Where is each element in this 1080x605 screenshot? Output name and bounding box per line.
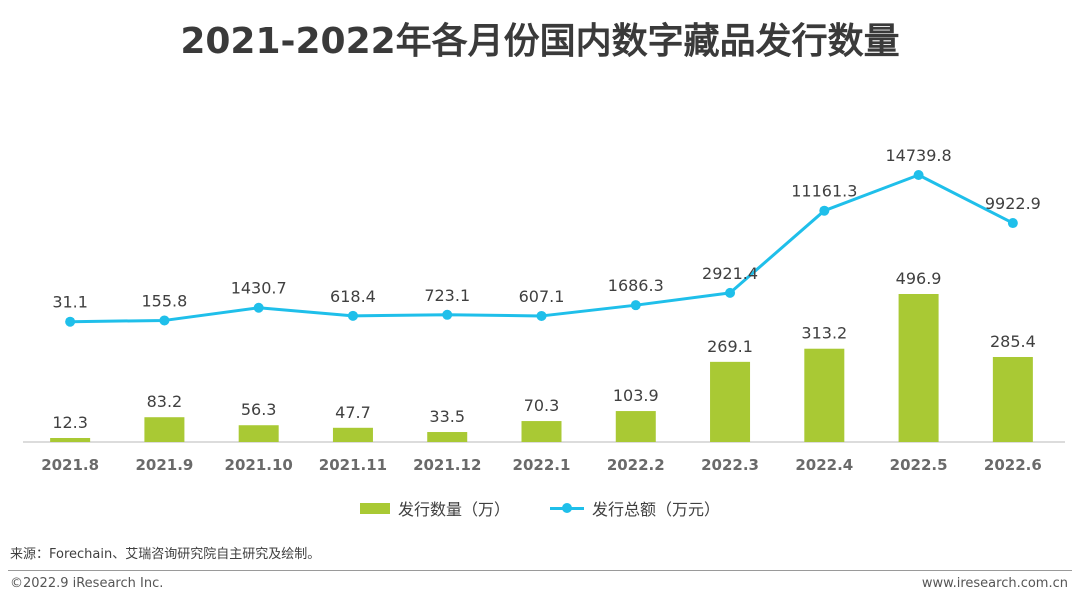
combo-chart: 12.3 2021.8 83.2 2021.9 56.3 2021.10 47.7 2021.…	[23, 146, 1065, 474]
bar-value-label: 47.7	[335, 403, 371, 422]
line-point	[913, 170, 924, 180]
line-value-label: 14739.8	[886, 146, 952, 165]
line-point	[536, 310, 547, 321]
bar-value-label: 12.3	[52, 413, 88, 432]
line-point	[630, 300, 641, 311]
x-tick-label: 2022.1	[513, 456, 571, 474]
line-swatch-icon	[550, 502, 584, 514]
bar	[898, 294, 939, 442]
source-note: 来源：Forechain、艾瑞咨询研究院自主研究及绘制。	[10, 547, 321, 562]
bar-value-label: 285.4	[990, 332, 1036, 351]
chart-title: 2021-2022年各月份国内数字藏品发行数量	[180, 21, 900, 62]
bar	[238, 425, 279, 442]
line-point	[253, 302, 264, 313]
line-value-label: 9922.9	[985, 194, 1041, 213]
bar	[804, 348, 845, 442]
bar	[615, 411, 656, 442]
x-tick-label: 2021.10	[225, 456, 293, 474]
legend-bar-label: 发行数量（万）	[397, 500, 510, 519]
copyright: ©2022.9 iResearch Inc.	[10, 576, 164, 591]
x-tick-label: 2022.2	[607, 456, 665, 474]
line-point	[819, 205, 830, 216]
line-value-label: 2921.4	[702, 264, 758, 283]
bar-value-label: 496.9	[896, 269, 942, 288]
bar	[332, 427, 373, 442]
line-value-label: 11161.3	[791, 182, 857, 201]
x-tick-label: 2022.4	[795, 456, 853, 474]
bar	[710, 361, 751, 442]
x-tick-label: 2022.3	[701, 456, 759, 474]
legend: 发行数量（万） 发行总额（万元）	[0, 496, 1080, 520]
x-tick-label: 2021.11	[319, 456, 387, 474]
legend-item-line: 发行总额（万元）	[550, 496, 720, 520]
x-tick-label: 2022.5	[890, 456, 948, 474]
line-point	[1007, 218, 1018, 229]
x-tick-label: 2021.8	[41, 456, 99, 474]
line-point	[725, 287, 736, 298]
bar	[992, 356, 1033, 442]
line-value-label: 607.1	[519, 287, 565, 306]
x-tick-label: 2021.12	[413, 456, 481, 474]
line-point	[159, 315, 170, 326]
line-point	[442, 309, 453, 320]
line-value-label: 618.4	[330, 287, 376, 306]
bar	[144, 417, 185, 442]
bar	[50, 438, 91, 442]
legend-line-label: 发行总额（万元）	[592, 500, 721, 519]
website-url: www.iresearch.com.cn	[921, 576, 1068, 591]
bar-value-label: 103.9	[613, 386, 659, 405]
line-value-label: 31.1	[52, 293, 88, 312]
line-value-label: 1686.3	[608, 276, 664, 295]
line-value-label: 723.1	[424, 286, 470, 305]
line-value-label: 155.8	[142, 291, 188, 310]
bar-value-label: 83.2	[147, 392, 183, 411]
line-point	[65, 316, 76, 327]
line-value-label: 1430.7	[231, 279, 287, 298]
bar-value-label: 56.3	[241, 400, 277, 419]
line-point	[347, 310, 358, 321]
bar-value-label: 313.2	[801, 324, 847, 343]
bar-value-label: 269.1	[707, 337, 753, 356]
bar-value-label: 70.3	[524, 396, 560, 415]
legend-item-bar: 发行数量（万）	[359, 496, 510, 520]
bar-swatch-icon	[359, 502, 390, 514]
bar	[427, 432, 468, 442]
footer-divider	[8, 570, 1072, 571]
x-tick-label: 2022.6	[984, 456, 1042, 474]
x-tick-label: 2021.9	[135, 456, 193, 474]
bar	[521, 421, 562, 442]
bar-value-label: 33.5	[429, 407, 465, 426]
